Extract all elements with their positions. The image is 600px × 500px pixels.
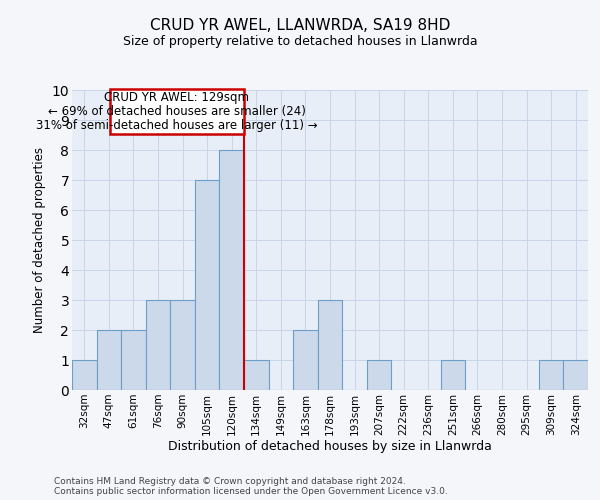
Bar bbox=[170, 300, 195, 390]
Bar bbox=[318, 300, 342, 390]
Bar bbox=[72, 360, 97, 390]
Text: CRUD YR AWEL, LLANWRDA, SA19 8HD: CRUD YR AWEL, LLANWRDA, SA19 8HD bbox=[150, 18, 450, 32]
Text: 31% of semi-detached houses are larger (11) →: 31% of semi-detached houses are larger (… bbox=[36, 120, 317, 132]
Text: Contains HM Land Registry data © Crown copyright and database right 2024.: Contains HM Land Registry data © Crown c… bbox=[54, 477, 406, 486]
Bar bbox=[97, 330, 121, 390]
Bar bbox=[121, 330, 146, 390]
Text: ← 69% of detached houses are smaller (24): ← 69% of detached houses are smaller (24… bbox=[48, 106, 306, 118]
Y-axis label: Number of detached properties: Number of detached properties bbox=[33, 147, 46, 333]
Bar bbox=[146, 300, 170, 390]
Bar bbox=[244, 360, 269, 390]
Text: Contains public sector information licensed under the Open Government Licence v3: Contains public sector information licen… bbox=[54, 487, 448, 496]
Bar bbox=[563, 360, 588, 390]
Bar bbox=[220, 150, 244, 390]
Bar bbox=[293, 330, 318, 390]
Bar bbox=[367, 360, 391, 390]
Text: Size of property relative to detached houses in Llanwrda: Size of property relative to detached ho… bbox=[122, 35, 478, 48]
Bar bbox=[539, 360, 563, 390]
Bar bbox=[195, 180, 220, 390]
X-axis label: Distribution of detached houses by size in Llanwrda: Distribution of detached houses by size … bbox=[168, 440, 492, 454]
FancyBboxPatch shape bbox=[110, 88, 244, 134]
Text: CRUD YR AWEL: 129sqm: CRUD YR AWEL: 129sqm bbox=[104, 92, 249, 104]
Bar bbox=[440, 360, 465, 390]
